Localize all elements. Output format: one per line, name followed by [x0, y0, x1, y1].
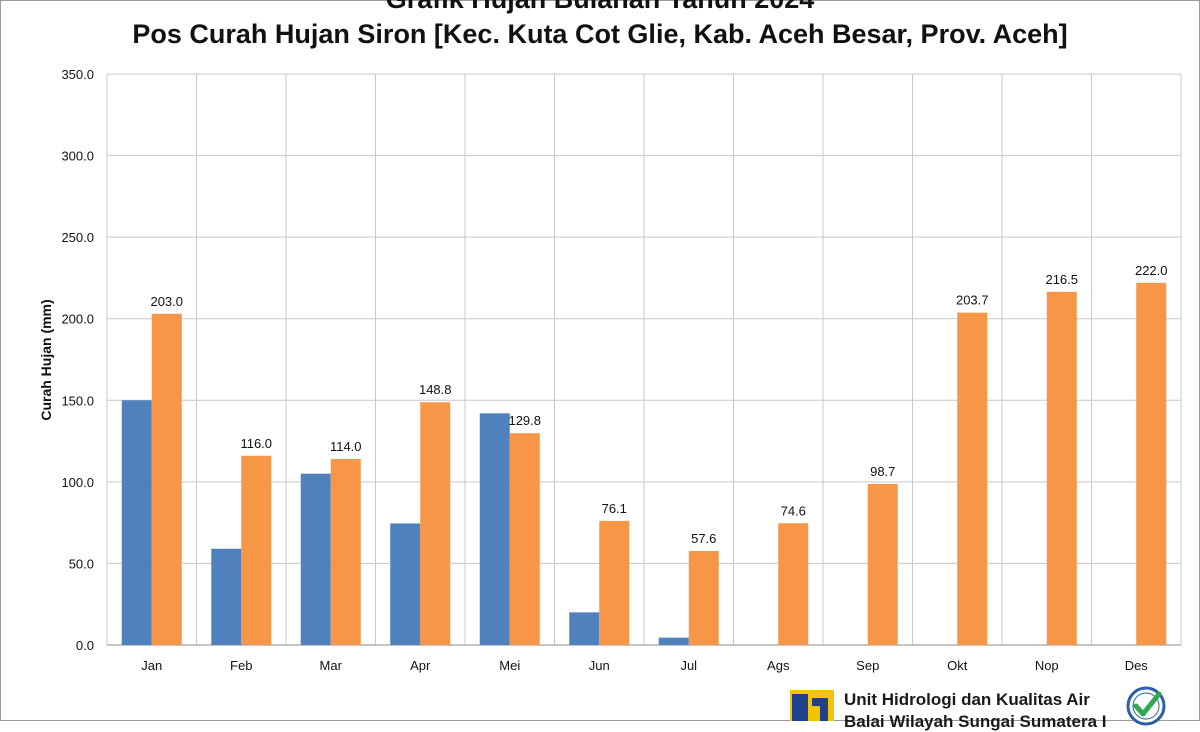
organization-name: Unit Hidrologi dan Kualitas Air	[844, 690, 1090, 709]
x-tick-label: Feb	[230, 658, 252, 673]
grid-lines	[106, 73, 1182, 646]
data-label: 57.6	[691, 531, 716, 546]
chart-title: Grafik Hujan Bulanan Tahun 2024	[0, 0, 1200, 15]
bar	[509, 433, 540, 645]
x-tick-label: Jun	[589, 658, 610, 673]
bar	[211, 548, 242, 645]
data-label: 76.1	[602, 501, 627, 516]
data-label: 114.0	[330, 439, 362, 454]
data-labels: 203.0 116.0 114.0 148.8 129.8 76.1 57.6 74.6 98.…	[150, 263, 1167, 546]
chart-subtitle: Pos Curah Hujan Siron [Kec. Kuta Cot Gli…	[132, 19, 1068, 49]
data-label: 216.5	[1045, 272, 1078, 287]
x-tick-label: Sep	[856, 658, 879, 673]
y-axis-label: Curah Hujan (mm)	[38, 299, 54, 421]
bar	[867, 483, 898, 645]
bar	[151, 313, 182, 645]
x-tick-label: Ags	[767, 658, 790, 673]
data-label: 203.7	[956, 293, 989, 308]
bar	[121, 400, 152, 645]
data-label: 148.8	[419, 382, 452, 397]
bar	[420, 402, 451, 645]
bar	[1136, 282, 1167, 645]
pu-logo-icon	[790, 690, 834, 721]
x-tick-label: Jul	[680, 658, 697, 673]
y-tick-label: 200.0	[61, 312, 94, 327]
y-tick-label: 0.0	[76, 638, 94, 653]
data-label: 222.0	[1135, 263, 1168, 278]
x-tick-label: Nop	[1035, 658, 1059, 673]
footer: Unit Hidrologi dan Kualitas Air Balai Wi…	[790, 686, 1200, 731]
bar	[778, 523, 809, 645]
y-tick-label: 100.0	[61, 475, 94, 490]
axis-ticks: 0.0 50.0 100.0 150.0 200.0 250.0 300.0 350.0 Jan…	[61, 67, 1148, 673]
x-tick-label: Jan	[141, 658, 162, 673]
data-label: 129.8	[508, 413, 541, 428]
y-tick-label: 300.0	[61, 149, 94, 164]
bar	[300, 473, 331, 645]
bar	[957, 312, 988, 645]
bar	[479, 413, 510, 645]
x-tick-label: Mar	[320, 658, 343, 673]
y-tick-label: 250.0	[61, 230, 94, 245]
iso-certification-badge-icon	[1126, 686, 1166, 726]
bar	[241, 455, 272, 645]
x-tick-label: Apr	[410, 658, 431, 673]
bar	[658, 637, 689, 645]
data-label: 98.7	[870, 464, 895, 479]
bar	[569, 612, 600, 645]
x-tick-label: Okt	[947, 658, 968, 673]
data-label: 116.0	[240, 436, 272, 451]
bar	[688, 551, 719, 645]
y-tick-label: 50.0	[69, 556, 94, 571]
organization-subname: Balai Wilayah Sungai Sumatera I	[844, 712, 1107, 731]
bar	[1046, 291, 1077, 645]
bars	[121, 282, 1167, 645]
bar	[330, 459, 361, 645]
y-tick-label: 150.0	[61, 393, 94, 408]
x-tick-label: Des	[1125, 658, 1149, 673]
bar	[390, 523, 421, 645]
data-label: 203.0	[150, 294, 183, 309]
data-label: 74.6	[781, 503, 806, 518]
bar	[599, 520, 630, 645]
y-tick-label: 350.0	[61, 67, 94, 82]
x-tick-label: Mei	[499, 658, 520, 673]
